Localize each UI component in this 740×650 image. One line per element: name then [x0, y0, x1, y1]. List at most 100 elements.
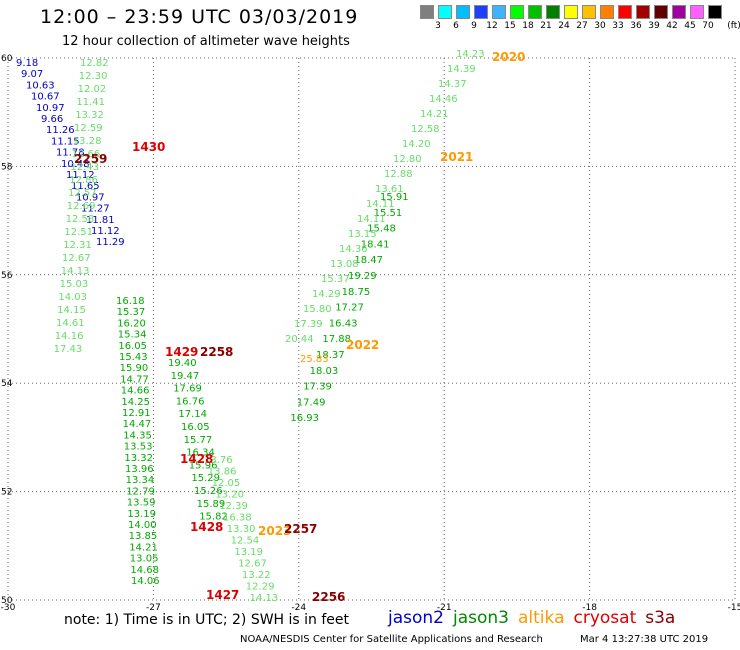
swh-value: 13.61 — [375, 184, 404, 195]
swh-value: 13.20 — [215, 490, 244, 501]
scale-label: 12 — [486, 21, 498, 31]
swh-value: 13.15 — [348, 229, 377, 240]
swh-value: 20.44 — [285, 334, 314, 345]
swh-value: 15.77 — [184, 435, 213, 446]
scale-swatch — [672, 5, 686, 19]
swh-value: 12.80 — [393, 154, 422, 165]
swh-value: 11.26 — [46, 125, 75, 136]
swh-value: 16.76 — [176, 396, 205, 407]
scale-swatch — [528, 5, 542, 19]
pass-time-label: 2259 — [74, 152, 107, 166]
swh-value: 14.25 — [121, 397, 150, 408]
swh-value: 16.34 — [186, 448, 215, 459]
swh-value: 15.90 — [120, 363, 149, 374]
swh-value: 10.97 — [76, 192, 105, 203]
swh-value: 15.26 — [194, 486, 223, 497]
swh-value: 16.93 — [290, 413, 319, 424]
swh-value: 13.53 — [124, 442, 153, 453]
swh-value: 11.41 — [76, 97, 105, 108]
swh-value: 14.06 — [131, 576, 160, 587]
swh-value: 15.91 — [380, 192, 409, 203]
lat-tick-label: 60 — [1, 54, 13, 64]
scale-swatch — [600, 5, 614, 19]
pass-time-label: 1429 — [165, 345, 198, 359]
track-cryosat-1430: 12.82 12.30 12.02 11.41 13.32 12.59 13.28 12.66… — [54, 58, 109, 355]
scale-swatch — [492, 5, 506, 19]
scale-label: 9 — [471, 21, 477, 31]
swh-value: 11.12 — [91, 226, 120, 237]
swh-value: 18.41 — [361, 239, 390, 250]
swh-value: 16.20 — [117, 318, 146, 329]
swh-value: 17.39 — [303, 382, 332, 393]
legend-jason2: jason2 — [388, 608, 444, 628]
pass-time-label: 2023 — [258, 524, 291, 538]
scale-swatch — [690, 5, 704, 19]
swh-value: 13.19 — [234, 547, 263, 558]
scale-swatch — [582, 5, 596, 19]
swh-value: 15.80 — [303, 304, 332, 315]
scale-label: 15 — [504, 21, 516, 31]
scale-swatch — [654, 5, 668, 19]
swh-value: 19.40 — [168, 358, 197, 369]
scale-label: 42 — [666, 21, 678, 31]
swh-value: 19.47 — [171, 371, 200, 382]
track-cryosat-2021: 14.23 14.39 14.37 14.46 14.21 12.58 14.20 12.80… — [285, 49, 485, 345]
scale-label: 6 — [453, 21, 459, 31]
swh-value: 10.63 — [26, 80, 55, 91]
scale-label: 30 — [594, 21, 606, 31]
scale-label: 18 — [522, 21, 534, 31]
pass-time-label: 1427 — [206, 588, 239, 602]
legend-cryosat: cryosat — [573, 608, 637, 628]
scale-swatch — [510, 5, 524, 19]
swh-value: 12.30 — [79, 71, 108, 82]
swh-value: 12.86 — [69, 175, 98, 186]
swh-value: 11.12 — [66, 170, 95, 181]
track-cryosat-1428: 13.7613.8612.0513.2012.3916.3813.3012.54… — [204, 455, 278, 604]
swh-value: 13.76 — [204, 455, 233, 466]
pass-time-label: 2258 — [200, 345, 233, 359]
swh-value: 14.11 — [366, 199, 395, 210]
swh-value: 14.23 — [456, 49, 485, 60]
pass-time-label: 1428 — [180, 452, 213, 466]
pass-time-label: 2022 — [346, 338, 379, 352]
swh-value: 14.03 — [58, 292, 87, 303]
scale-label: 70 — [702, 21, 714, 31]
swh-value: 18.47 — [354, 255, 383, 266]
lat-tick-label: 58 — [1, 162, 13, 172]
swh-value: 15.89 — [197, 499, 226, 510]
swh-value: 13.86 — [208, 467, 237, 478]
footer-timestamp: Mar 4 13:27:38 UTC 2019 — [580, 634, 709, 645]
axis-labels: -30 -27 -24 -21 -18 -15 60 58 56 54 52 50 — [1, 54, 740, 613]
lat-tick-label: 50 — [1, 596, 13, 606]
swh-value: 13.59 — [127, 498, 156, 509]
pass-time-label: 1430 — [132, 140, 165, 154]
swh-value: 15.43 — [119, 352, 148, 363]
swh-value: 15.51 — [374, 208, 403, 219]
pass-time-label: 2257 — [284, 522, 317, 536]
swh-value: 12.54 — [231, 536, 260, 547]
scale-label: 33 — [612, 21, 624, 31]
swh-value: 15.34 — [118, 330, 147, 341]
swh-value-highlight: 25.83 — [300, 354, 329, 365]
scale-label: 24 — [558, 21, 570, 31]
swh-value: 19.29 — [348, 271, 377, 282]
swh-value: 11.29 — [96, 237, 125, 248]
swh-value: 17.39 — [294, 319, 323, 330]
scale-swatch — [546, 5, 560, 19]
lon-tick-label: -24 — [291, 603, 306, 613]
swh-value: 15.96 — [189, 460, 218, 471]
swh-value: 15.82 — [199, 512, 228, 523]
swh-value: 14.77 — [120, 374, 149, 385]
swh-value: 11.78 — [56, 148, 85, 159]
scale-label: 27 — [576, 21, 588, 31]
scale-swatch — [474, 5, 488, 19]
swh-value: 17.43 — [54, 344, 83, 355]
scale-swatch — [420, 5, 434, 19]
swh-value: 9.18 — [16, 58, 38, 69]
swh-value: 16.05 — [181, 422, 210, 433]
swh-value: 12.59 — [74, 123, 103, 134]
swh-value: 18.75 — [342, 287, 371, 298]
swh-value: 16.18 — [116, 296, 145, 307]
